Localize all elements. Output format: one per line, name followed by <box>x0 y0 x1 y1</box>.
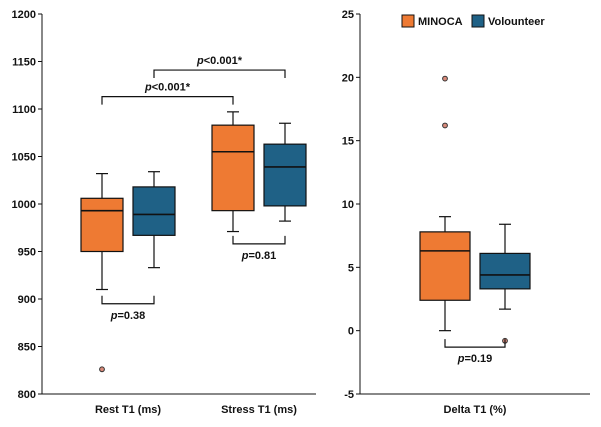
bracket-line <box>101 295 155 305</box>
p-symbol: p <box>110 310 118 322</box>
iqr-box <box>479 252 531 290</box>
iqr-box <box>419 231 471 301</box>
box-minoca-1 <box>80 173 124 373</box>
x-category-label: Stress T1 (ms) <box>221 404 297 416</box>
p-value-label: p<0.001* <box>196 55 243 67</box>
significance-bracket: p=0.19 <box>444 339 506 365</box>
significance-bracket: p=0.81 <box>232 235 286 262</box>
y-tick-label: 1200 <box>12 9 36 21</box>
legend-label: Volounteer <box>488 16 545 28</box>
y-tick-label: 0 <box>348 326 354 338</box>
chart-panel-2: -5 0 5 10 15 20 25 Delta T1 (%) p=0.19 <box>342 9 590 416</box>
bracket-line <box>101 96 234 105</box>
p-value-label: p=0.19 <box>457 353 493 365</box>
y-tick-label: 950 <box>18 247 36 259</box>
significance-bracket: p<0.001* <box>153 55 286 79</box>
bracket-line <box>153 69 286 79</box>
outlier-point <box>99 366 105 373</box>
legend-swatch <box>401 14 415 28</box>
p-symbol: p <box>144 82 152 94</box>
p-symbol: p <box>196 55 204 67</box>
p-symbol: p <box>457 353 465 365</box>
box-minoca-1 <box>419 75 471 332</box>
iqr-box <box>80 197 124 253</box>
iqr-box <box>211 124 255 212</box>
y-tick-label: 1050 <box>12 152 36 164</box>
y-tick-label: 1150 <box>12 57 36 69</box>
y-tick-label: 900 <box>18 294 36 306</box>
p-value-label: p=0.38 <box>110 310 146 322</box>
p-value: <0.001* <box>204 55 243 67</box>
p-value: =0.19 <box>464 353 492 365</box>
x-category-label: Rest T1 (ms) <box>95 404 161 416</box>
p-value: <0.001* <box>152 82 191 94</box>
y-tick-label: 10 <box>342 199 354 211</box>
box-volounteer-1 <box>132 171 176 269</box>
p-value: =0.38 <box>117 310 145 322</box>
box-minoca-2 <box>211 111 255 233</box>
legend-entry-minoca: MINOCA <box>401 14 463 28</box>
outlier-point <box>442 75 448 82</box>
y-tick-label: 1100 <box>12 104 36 116</box>
significance-bracket: p<0.001* <box>101 82 234 105</box>
y-tick-label: 1000 <box>12 199 36 211</box>
legend-label: MINOCA <box>418 16 463 28</box>
p-value-label: p=0.81 <box>241 250 277 262</box>
legend: MINOCA Volounteer <box>401 14 545 28</box>
significance-bracket: p=0.38 <box>101 295 155 322</box>
legend-swatch <box>471 14 485 28</box>
y-tick-label: 800 <box>18 389 36 401</box>
chart-panel-1: 800 850 900 950 1000 1050 1100 1150 1200 Rest T1 … <box>12 9 316 416</box>
x-category-label: Delta T1 (%) <box>444 404 507 416</box>
legend-entry-volounteer: Volounteer <box>471 14 545 28</box>
y-tick-label: 850 <box>18 342 36 354</box>
outlier-point <box>442 122 448 129</box>
p-value-label: p<0.001* <box>144 82 191 94</box>
y-tick-label: 20 <box>342 72 354 84</box>
y-tick-label: -5 <box>344 389 354 401</box>
box-volounteer-1 <box>479 223 531 344</box>
bracket-line <box>444 339 506 348</box>
p-symbol: p <box>241 250 249 262</box>
y-tick-label: 25 <box>342 9 354 21</box>
iqr-box <box>263 143 307 207</box>
bracket-line <box>232 235 286 245</box>
y-tick-label: 15 <box>342 136 354 148</box>
y-tick-label: 5 <box>348 262 354 274</box>
p-value: =0.81 <box>248 250 276 262</box>
iqr-box <box>132 186 176 236</box>
box-volounteer-2 <box>263 122 307 222</box>
